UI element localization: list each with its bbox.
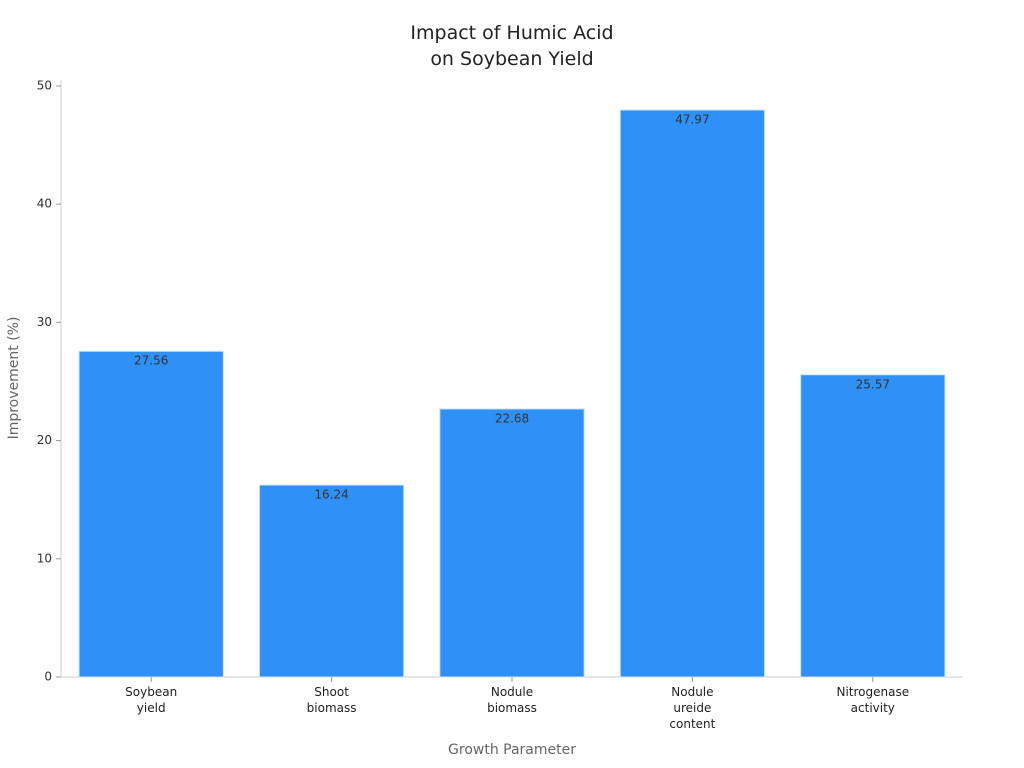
x-axis-label: Growth Parameter: [448, 742, 576, 758]
y-tick-label: 30: [37, 315, 52, 329]
bar: [78, 350, 224, 678]
y-tick-label: 10: [37, 551, 52, 565]
y-tick-label: 20: [37, 433, 52, 447]
bar: [619, 109, 766, 678]
value-label: 16.24: [314, 488, 348, 502]
y-tick-label: 0: [44, 670, 52, 684]
x-tick-label: Nodule biomass: [487, 685, 537, 715]
x-tick-label: Shoot biomass: [306, 685, 357, 715]
value-label: 25.57: [856, 377, 890, 391]
bar: [258, 484, 405, 678]
y-tick-label: 40: [37, 197, 52, 211]
bar: [439, 408, 585, 678]
x-tick-label: Soybean yield: [125, 685, 178, 715]
y-axis-label: Improvement (%): [6, 317, 22, 440]
bar: [800, 374, 946, 678]
chart-title: Impact of Humic Acid on Soybean Yield: [410, 22, 614, 70]
x-tick-label: Nitrogenase activity: [836, 685, 910, 715]
y-tick-label: 50: [37, 79, 52, 93]
x-tick-label: Nodule ureide content: [669, 685, 716, 731]
value-label: 47.97: [675, 112, 709, 126]
value-label: 27.56: [134, 354, 168, 368]
value-label: 22.68: [495, 411, 529, 425]
